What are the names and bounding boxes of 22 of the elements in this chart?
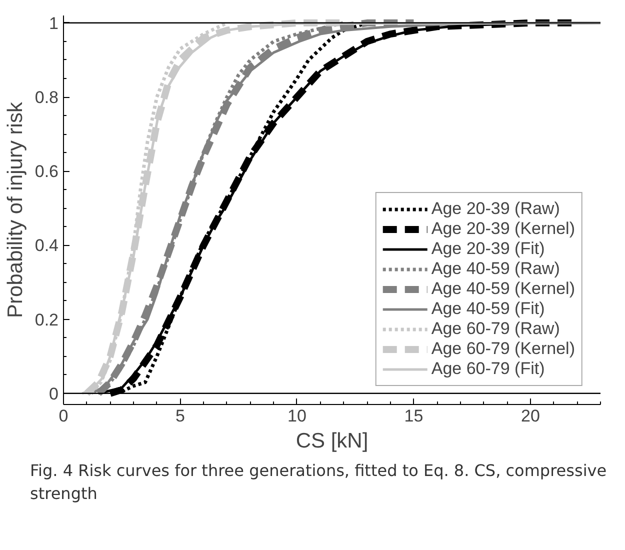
y-tick-label: 0.8 (34, 88, 59, 108)
legend-label: Age 20-39 (Raw) (431, 199, 560, 219)
y-tick-label: 0 (49, 384, 59, 404)
legend-label: Age 60-79 (Fit) (431, 359, 545, 379)
x-tick-label: 10 (288, 406, 306, 426)
x-tick-label: 5 (176, 406, 185, 426)
y-tick-label: 0.6 (34, 162, 59, 182)
x-axis-title: CS [kN] (296, 430, 368, 452)
legend-label: Age 40-59 (Raw) (431, 259, 560, 279)
legend-label: Age 60-79 (Raw) (431, 319, 560, 339)
x-tick-label: 15 (404, 406, 424, 426)
y-tick-label: 1 (49, 14, 59, 33)
legend-label: Age 20-39 (Kernel) (431, 219, 575, 239)
caption: Fig. 4 Risk curves for three generations, fitted to Eq. 8. CS, compressive strength (30, 460, 608, 505)
y-tick-label: 0.2 (34, 310, 59, 330)
legend-label: Age 20-39 (Fit) (431, 239, 545, 259)
y-axis-title: Probability of injury risk (4, 102, 27, 318)
legend-label: Age 40-59 (Fit) (431, 299, 545, 319)
legend-label: Age 40-59 (Kernel) (431, 279, 575, 299)
y-tick-label: 0.4 (34, 236, 59, 256)
legend-label: Age 60-79 (Kernel) (431, 339, 575, 359)
x-tick-label: 20 (521, 406, 540, 426)
